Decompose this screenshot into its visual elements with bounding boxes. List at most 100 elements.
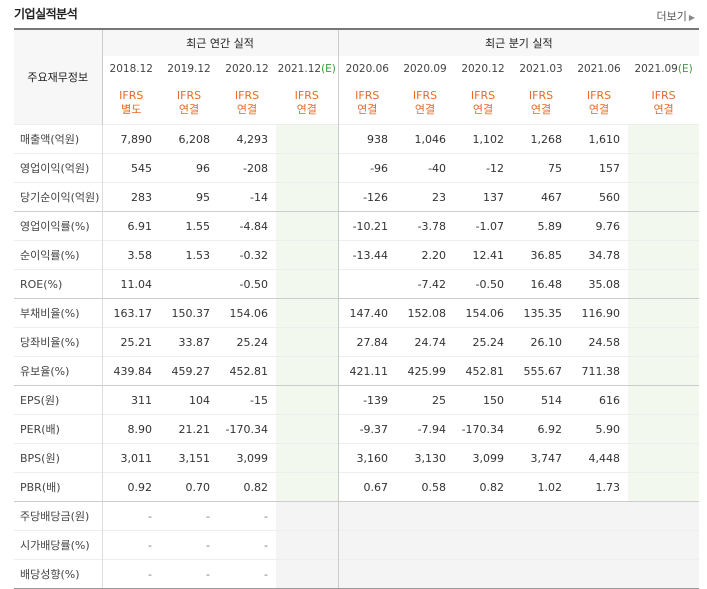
accounting-type: IFRS 연결 bbox=[512, 82, 571, 125]
more-link[interactable]: 더보기 ▶ bbox=[656, 8, 695, 24]
table-cell: 0.92 bbox=[102, 472, 160, 502]
table-cell bbox=[276, 211, 339, 241]
row-label: 유보율(%) bbox=[14, 356, 103, 386]
row-label: 매출액(억원) bbox=[14, 124, 103, 154]
table-cell: -7.94 bbox=[396, 414, 455, 444]
table-cell: 3,130 bbox=[396, 443, 455, 473]
table-row: EPS(원) 311 104 -15 -139 25 150 514 616 bbox=[14, 385, 700, 415]
table-cell: -0.50 bbox=[454, 269, 513, 299]
accounting-type: IFRS 연결 bbox=[570, 82, 629, 125]
table-row: 배당성향(%) - - - bbox=[14, 559, 700, 589]
more-label: 더보기 bbox=[656, 10, 687, 23]
table-cell bbox=[628, 356, 700, 386]
table-cell bbox=[628, 559, 700, 589]
table-cell bbox=[628, 240, 700, 270]
table-cell: 1,046 bbox=[396, 124, 455, 154]
table-cell bbox=[276, 124, 339, 154]
table-cell bbox=[628, 269, 700, 299]
accounting-type: IFRS 연결 bbox=[396, 82, 455, 125]
table-cell: 421.11 bbox=[338, 356, 397, 386]
table-cell bbox=[276, 414, 339, 444]
table-cell: 24.58 bbox=[570, 327, 629, 357]
table-cell: -13.44 bbox=[338, 240, 397, 270]
table-cell: -0.50 bbox=[218, 269, 276, 299]
table-cell bbox=[276, 182, 339, 212]
table-cell: 1,268 bbox=[512, 124, 571, 154]
table-row: 당좌비율(%) 25.21 33.87 25.24 27.84 24.74 25.24 26.… bbox=[14, 327, 700, 357]
table-cell: 3.58 bbox=[102, 240, 160, 270]
table-row: 당기순이익(억원) 283 95 -14 -126 23 137 467 560 bbox=[14, 182, 700, 212]
row-label: 순이익률(%) bbox=[14, 240, 103, 270]
row-label: BPS(원) bbox=[14, 443, 103, 473]
period-header: 2020.06 bbox=[338, 56, 397, 82]
period-header: 2020.12 bbox=[218, 56, 276, 82]
row-label: 시가배당률(%) bbox=[14, 530, 103, 560]
table-cell: 23 bbox=[396, 182, 455, 212]
table-cell: 75 bbox=[512, 153, 571, 183]
table-cell: -12 bbox=[454, 153, 513, 183]
row-label: 주당배당금(원) bbox=[14, 501, 103, 531]
table-cell bbox=[570, 559, 629, 589]
table-row: 영업이익률(%) 6.91 1.55 -4.84 -10.21 -3.78 -1.07 5.8… bbox=[14, 211, 700, 241]
table-cell: - bbox=[160, 559, 218, 589]
table-cell: - bbox=[102, 530, 160, 560]
table-cell: -4.84 bbox=[218, 211, 276, 241]
row-label: 당좌비율(%) bbox=[14, 327, 103, 357]
table-cell: 95 bbox=[160, 182, 218, 212]
table-cell: -0.32 bbox=[218, 240, 276, 270]
table-cell: 25 bbox=[396, 385, 455, 415]
table-cell: 0.58 bbox=[396, 472, 455, 502]
table-cell: -170.34 bbox=[454, 414, 513, 444]
table-cell: 1.02 bbox=[512, 472, 571, 502]
table-cell: 147.40 bbox=[338, 298, 397, 328]
table-cell bbox=[276, 501, 339, 531]
accounting-type: IFRS 별도 bbox=[102, 82, 160, 125]
table-cell: -9.37 bbox=[338, 414, 397, 444]
table-row: 매출액(억원) 7,890 6,208 4,293 938 1,046 1,102 1,268… bbox=[14, 124, 700, 154]
table-cell bbox=[160, 269, 218, 299]
chevron-right-icon: ▶ bbox=[688, 13, 695, 22]
table-cell bbox=[512, 501, 571, 531]
table-cell bbox=[454, 530, 513, 560]
table-cell: 425.99 bbox=[396, 356, 455, 386]
table-cell: 514 bbox=[512, 385, 571, 415]
table-cell: - bbox=[218, 559, 276, 589]
period-header: 2020.12 bbox=[454, 56, 513, 82]
table-row: PBR(배) 0.92 0.70 0.82 0.67 0.58 0.82 1.02 1.73 bbox=[14, 472, 700, 502]
table-row: 순이익률(%) 3.58 1.53 -0.32 -13.44 2.20 12.41 36.85… bbox=[14, 240, 700, 270]
table-cell: 96 bbox=[160, 153, 218, 183]
row-label: 영업이익률(%) bbox=[14, 211, 103, 241]
table-cell: 152.08 bbox=[396, 298, 455, 328]
table-cell bbox=[338, 501, 397, 531]
table-cell: 3,747 bbox=[512, 443, 571, 473]
table-cell bbox=[276, 240, 339, 270]
table-cell: 116.90 bbox=[570, 298, 629, 328]
table-cell: 283 bbox=[102, 182, 160, 212]
table-cell bbox=[276, 298, 339, 328]
period-header: 2019.12 bbox=[160, 56, 218, 82]
table-cell: 0.70 bbox=[160, 472, 218, 502]
table-cell: 9.76 bbox=[570, 211, 629, 241]
table-cell: -14 bbox=[218, 182, 276, 212]
table-cell: 545 bbox=[102, 153, 160, 183]
table-cell: 35.08 bbox=[570, 269, 629, 299]
table-row: BPS(원) 3,011 3,151 3,099 3,160 3,130 3,099 3,74… bbox=[14, 443, 700, 473]
table-cell: 938 bbox=[338, 124, 397, 154]
row-label: PER(배) bbox=[14, 414, 103, 444]
table-cell: 3,011 bbox=[102, 443, 160, 473]
table-cell: 467 bbox=[512, 182, 571, 212]
table-cell: 24.74 bbox=[396, 327, 455, 357]
table-cell bbox=[512, 530, 571, 560]
table-cell: 1,102 bbox=[454, 124, 513, 154]
period-header: 2021.12(E) bbox=[276, 56, 339, 82]
table-cell: 311 bbox=[102, 385, 160, 415]
table-cell: -3.78 bbox=[396, 211, 455, 241]
table-cell: 452.81 bbox=[218, 356, 276, 386]
table-row: ROE(%) 11.04 -0.50 -7.42 -0.50 16.48 35.08 bbox=[14, 269, 700, 299]
table-cell: 560 bbox=[570, 182, 629, 212]
table-cell: 3,160 bbox=[338, 443, 397, 473]
table-cell: 27.84 bbox=[338, 327, 397, 357]
table-cell: - bbox=[102, 559, 160, 589]
period-header: 2021.09(E) bbox=[628, 56, 700, 82]
table-cell: 157 bbox=[570, 153, 629, 183]
